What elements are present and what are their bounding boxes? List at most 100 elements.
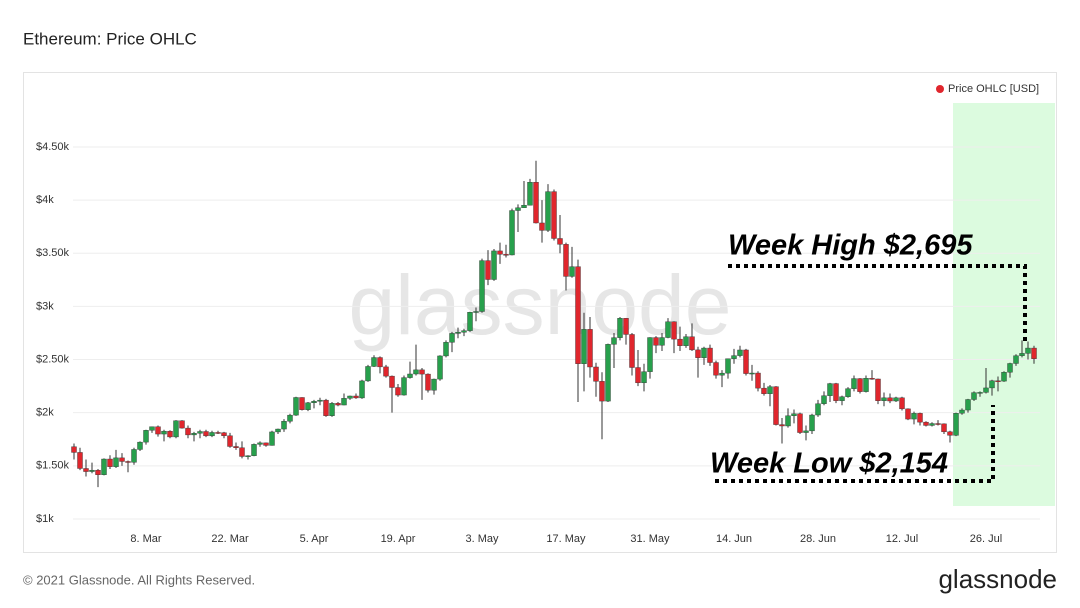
candle-body [965,399,971,411]
candle-body [215,432,221,434]
candle-body [233,446,239,448]
candle-body [437,355,443,380]
candle-body [953,413,959,436]
candle-body [785,415,791,427]
x-tick-label: 5. Apr [300,533,329,545]
annotation: Week High $2,695 [728,230,973,262]
candle-body [635,367,641,384]
candle-body [857,378,863,392]
candle-body [311,401,317,404]
candle-body [377,357,383,368]
candle-body [149,426,155,431]
logo: glassnode [938,564,1057,594]
y-tick-label: $4.50k [36,141,70,153]
candle-body [419,369,425,375]
candle-body [713,362,719,376]
candle-body [143,430,149,443]
candle-body [395,387,401,396]
candle-body [587,329,593,368]
candle-body [845,388,851,397]
candle-body [839,396,845,401]
candle-body [491,250,497,280]
x-tick-label: 17. May [546,533,586,545]
candle-body [827,383,833,396]
y-tick-label: $3.50k [36,247,70,259]
x-tick-label: 8. Mar [130,533,162,545]
chart-title: Ethereum: Price OHLC [23,29,197,48]
candle-body [887,397,893,402]
candle-body [569,266,575,277]
candle-body [737,349,743,356]
candle-body [719,372,725,376]
candle-body [995,380,1001,382]
candle-body [893,397,899,402]
candles [71,160,1037,488]
candle-body [185,427,191,436]
candle-body [875,378,881,401]
candle-body [791,413,797,416]
candle-body [83,468,89,472]
grid: $1k $1.50k $2k $2.50k $3k $3.50k $4k $4.50k 8. M… [36,141,1040,545]
candle-body [521,205,527,208]
candle-body [425,373,431,391]
candle-body [1013,355,1019,364]
candle-body [239,447,245,457]
candle-body [749,372,755,375]
candle-body [959,409,965,414]
y-tick-label: $4k [36,194,54,206]
candle-body [1007,363,1013,373]
candle-body [809,414,815,432]
candle-body [275,428,281,433]
candle-body [317,399,323,402]
candle-body [533,182,539,224]
candle-body [755,372,761,389]
candle-body [461,330,467,333]
x-tick-label: 12. Jul [886,533,918,545]
x-tick-label: 26. Jul [970,533,1002,545]
legend-swatch [936,85,944,93]
candle-body [401,377,407,396]
candle-body [281,421,287,430]
candle-body [77,452,83,469]
candle-body [131,449,137,463]
candle-body [245,455,251,457]
candle-body [89,469,95,472]
candle-body [701,347,707,358]
candle-body [509,210,515,256]
annotation-line [728,264,1027,345]
y-tick-label: $2.50k [36,353,70,365]
x-tick-label: 31. May [630,533,670,545]
candle-body [935,423,941,425]
candle-body [293,397,299,416]
candle-body [707,347,713,363]
x-tick-label: 3. May [465,533,499,545]
x-tick-label: 14. Jun [716,533,752,545]
candle-body [179,420,185,429]
candle-body [689,336,695,351]
candle-body [683,336,689,346]
candle-body [329,403,335,416]
y-tick-label: $3k [36,300,54,312]
candle-body [623,318,629,335]
candle-body [347,395,353,399]
candle-body [671,321,677,340]
candle-body [761,387,767,394]
candle-body [833,383,839,401]
candle-body [797,413,803,433]
x-tick-label: 19. Apr [381,533,416,545]
candle-body [743,349,749,374]
candle-body [467,312,473,331]
candle-body [305,402,311,410]
candle-body [197,431,203,434]
y-tick-label: $1.50k [36,460,70,472]
candle-body [659,337,665,346]
candle-body [479,260,485,312]
x-tick-label: 22. Mar [211,533,249,545]
candle-body [431,378,437,391]
candle-body [617,318,623,338]
legend-label[interactable]: Price OHLC [USD] [948,83,1039,95]
candle-body [449,333,455,343]
candle-body [407,373,413,378]
candle-body [389,375,395,388]
